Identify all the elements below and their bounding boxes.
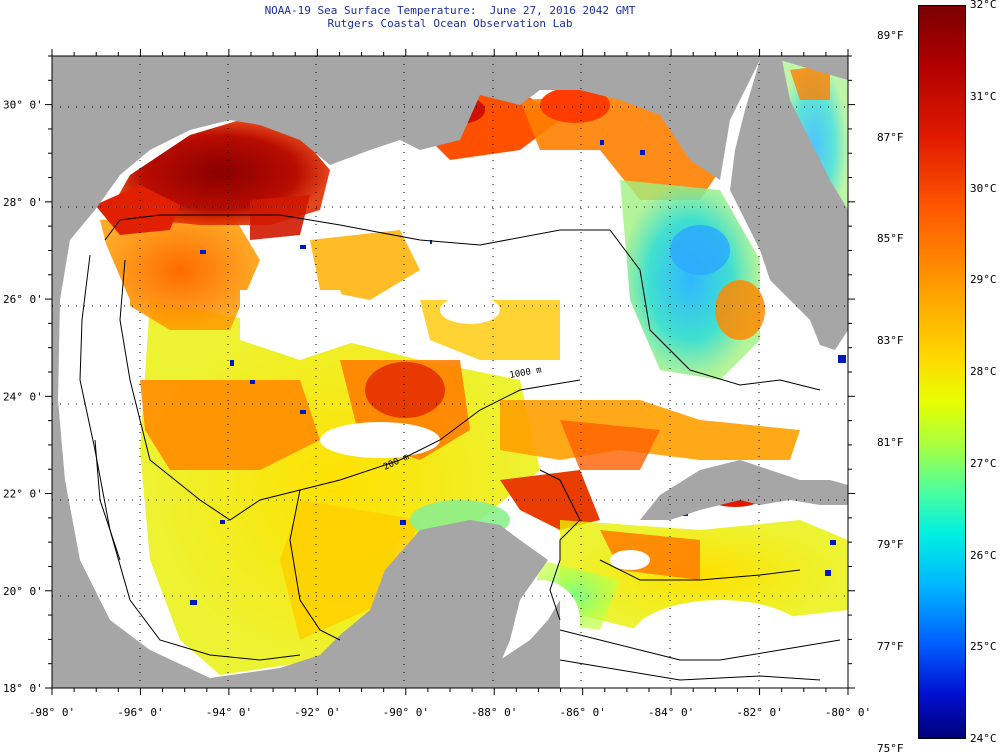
- y-tick-label: 24° 0': [3, 390, 43, 403]
- y-tick-label: 26° 0': [3, 293, 43, 306]
- y-tick-label: 22° 0': [3, 488, 43, 501]
- x-tick-label: -88° 0': [471, 706, 517, 719]
- celsius-label: 24°C: [970, 732, 997, 745]
- x-tick-label: -98° 0': [29, 706, 75, 719]
- celsius-label: 26°C: [970, 548, 997, 562]
- x-tick-label: -80° 0': [825, 706, 871, 719]
- y-tick-label: 28° 0': [3, 196, 43, 209]
- x-tick-label: -82° 0': [736, 706, 782, 719]
- celsius-label: 32°C: [970, 0, 997, 11]
- fahrenheit-label: 83°F: [877, 334, 904, 348]
- celsius-label: 31°C: [970, 89, 997, 103]
- y-tick-label: 18° 0': [3, 682, 43, 695]
- x-tick-label: -92° 0': [294, 706, 340, 719]
- map-subtitle: Rutgers Coastal Ocean Observation Lab: [327, 17, 573, 30]
- fahrenheit-label: 77°F: [877, 640, 904, 654]
- x-tick-label: -84° 0': [648, 706, 694, 719]
- celsius-label: 25°C: [970, 640, 997, 654]
- fahrenheit-label: 89°F: [877, 28, 904, 42]
- x-tick-label: -86° 0': [559, 706, 605, 719]
- celsius-label: 29°C: [970, 273, 997, 287]
- temperature-colorbar: [918, 5, 966, 739]
- sst-field: [60, 60, 848, 680]
- celsius-label: 30°C: [970, 181, 997, 195]
- fahrenheit-label: 85°F: [877, 232, 904, 246]
- x-tick-label: -90° 0': [383, 706, 429, 719]
- fahrenheit-label: 79°F: [877, 538, 904, 552]
- y-tick-label: 30° 0': [3, 99, 43, 112]
- fahrenheit-label: 87°F: [877, 130, 904, 144]
- fahrenheit-label: 81°F: [877, 436, 904, 450]
- x-tick-label: -96° 0': [117, 706, 163, 719]
- map-title: NOAA-19 Sea Surface Temperature: June 27…: [264, 4, 636, 17]
- celsius-label: 28°C: [970, 365, 997, 378]
- axis-labels: -98° 0' -96° 0' -94° 0' -92° 0' -90° 0' -88° …: [3, 99, 871, 719]
- fahrenheit-label: 75°F: [877, 742, 904, 755]
- axis-ticks: [45, 49, 855, 695]
- x-tick-label: -94° 0': [206, 706, 252, 719]
- y-tick-label: 20° 0': [3, 585, 43, 598]
- land: [52, 56, 848, 688]
- celsius-label: 27°C: [970, 456, 997, 470]
